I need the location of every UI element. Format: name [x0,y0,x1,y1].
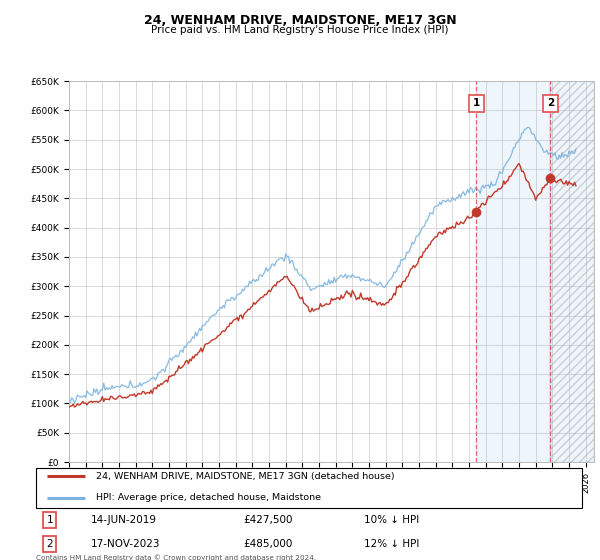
Bar [476,81,550,462]
Text: 24, WENHAM DRIVE, MAIDSTONE, ME17 3GN (detached house): 24, WENHAM DRIVE, MAIDSTONE, ME17 3GN (d… [96,472,395,481]
Text: £485,000: £485,000 [244,539,293,549]
FancyBboxPatch shape [36,468,582,508]
Bar [550,81,594,462]
Text: £427,500: £427,500 [244,515,293,525]
Text: 17-NOV-2023: 17-NOV-2023 [91,539,160,549]
Text: 1: 1 [473,99,480,109]
Bar [550,81,594,462]
Text: 10% ↓ HPI: 10% ↓ HPI [364,515,419,525]
Text: 24, WENHAM DRIVE, MAIDSTONE, ME17 3GN: 24, WENHAM DRIVE, MAIDSTONE, ME17 3GN [143,14,457,27]
Text: HPI: Average price, detached house, Maidstone: HPI: Average price, detached house, Maid… [96,493,321,502]
Text: 2: 2 [547,99,554,109]
Text: 1: 1 [46,515,53,525]
Text: 14-JUN-2019: 14-JUN-2019 [91,515,157,525]
Text: Price paid vs. HM Land Registry's House Price Index (HPI): Price paid vs. HM Land Registry's House … [151,25,449,35]
Text: Contains HM Land Registry data © Crown copyright and database right 2024.: Contains HM Land Registry data © Crown c… [36,554,316,560]
Text: 12% ↓ HPI: 12% ↓ HPI [364,539,419,549]
Text: 2: 2 [46,539,53,549]
